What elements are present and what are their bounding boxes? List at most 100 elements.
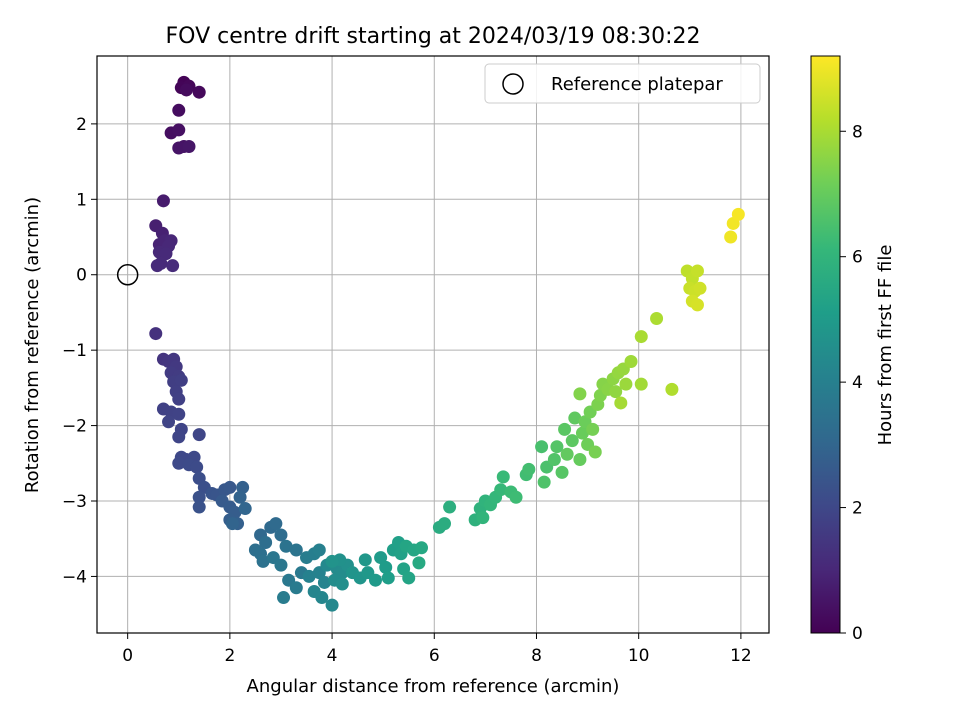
data-point	[172, 103, 186, 117]
y-axis-label: Rotation from reference (arcmin)	[22, 197, 43, 493]
data-point	[325, 554, 339, 568]
data-point	[172, 456, 186, 470]
data-point	[166, 259, 180, 273]
y-tick-label: −1	[62, 341, 87, 361]
data-point	[693, 281, 707, 295]
data-point	[302, 569, 316, 583]
data-point	[665, 382, 679, 396]
data-point	[565, 434, 579, 448]
data-point	[634, 377, 648, 391]
data-point	[269, 517, 283, 531]
data-point	[172, 392, 186, 406]
colorbar-gradient	[810, 55, 841, 634]
colorbar-tick-label: 0	[852, 624, 863, 644]
data-point	[259, 535, 273, 549]
data-point	[274, 558, 288, 572]
scatter-points	[149, 75, 745, 612]
data-point	[289, 581, 303, 595]
x-tick-label: 10	[628, 646, 650, 666]
data-point	[236, 480, 250, 494]
data-point	[614, 396, 628, 410]
data-point	[588, 445, 602, 459]
data-point	[650, 311, 664, 325]
plot-frame	[96, 55, 770, 634]
reference-marker	[116, 263, 139, 286]
colorbar-label: Hours from first FF file	[875, 245, 896, 446]
data-point	[476, 511, 490, 525]
data-point	[573, 453, 587, 467]
data-point	[279, 539, 293, 553]
data-point	[256, 554, 270, 568]
data-point	[624, 354, 638, 368]
data-point	[550, 440, 564, 454]
colorbar-ticks: 0 2 4 6 8	[840, 122, 863, 644]
x-tick-label: 12	[730, 646, 752, 666]
data-point	[312, 543, 326, 557]
data-point	[402, 571, 416, 585]
y-tick-label: −4	[62, 567, 87, 587]
data-point	[277, 591, 291, 605]
data-point	[690, 264, 704, 278]
legend-label: Reference platepar	[551, 74, 723, 95]
data-point	[522, 462, 536, 476]
data-point	[437, 517, 451, 531]
data-point	[172, 141, 186, 155]
x-axis: 0 2 4 6 8 10 12	[122, 633, 752, 666]
data-point	[558, 422, 572, 436]
data-point	[573, 387, 587, 401]
data-point	[274, 528, 288, 542]
data-point	[575, 426, 589, 440]
y-tick-label: 2	[76, 115, 87, 135]
y-axis: −4 −3 −2 −1 0 1 2	[62, 115, 97, 587]
data-point	[179, 83, 193, 97]
data-point	[586, 422, 600, 436]
x-tick-label: 0	[122, 646, 133, 666]
x-tick-label: 8	[531, 646, 542, 666]
data-point	[192, 490, 206, 504]
colorbar-tick-label: 4	[852, 373, 863, 393]
data-point	[374, 551, 388, 565]
data-point	[172, 123, 186, 137]
data-point	[192, 500, 206, 514]
x-tick-label: 2	[224, 646, 235, 666]
data-point	[315, 591, 329, 605]
data-point	[162, 415, 176, 429]
y-tick-label: −2	[62, 417, 87, 437]
data-point	[369, 573, 383, 587]
data-point	[159, 247, 173, 261]
y-tick-label: 1	[76, 190, 87, 210]
data-point	[172, 407, 186, 421]
colorbar: 0 2 4 6 8 Hours from first FF file	[810, 55, 896, 644]
data-point	[174, 373, 188, 387]
colorbar-tick-label: 6	[852, 248, 863, 268]
data-point	[172, 430, 186, 444]
data-point	[555, 465, 569, 479]
data-point	[509, 490, 523, 504]
data-point	[379, 560, 393, 574]
x-axis-label: Angular distance from reference (arcmin)	[247, 676, 620, 697]
data-point	[619, 377, 633, 391]
data-point	[192, 428, 206, 442]
colorbar-tick-label: 8	[852, 122, 863, 142]
data-point	[192, 85, 206, 99]
data-point	[335, 577, 349, 591]
data-point	[238, 502, 252, 516]
data-point	[381, 571, 395, 585]
data-point	[537, 475, 551, 489]
data-point	[494, 483, 508, 497]
data-point	[496, 470, 510, 484]
data-point	[634, 330, 648, 344]
y-tick-label: 0	[76, 266, 87, 286]
data-point	[609, 385, 623, 399]
data-point	[233, 490, 247, 504]
legend-marker	[502, 73, 524, 95]
data-point	[415, 541, 429, 555]
chart-title: FOV centre drift starting at 2024/03/19 …	[166, 24, 701, 49]
data-point	[182, 140, 196, 154]
data-point	[223, 480, 237, 494]
data-point	[317, 575, 331, 589]
data-point	[731, 207, 745, 221]
x-tick-label: 4	[327, 646, 338, 666]
